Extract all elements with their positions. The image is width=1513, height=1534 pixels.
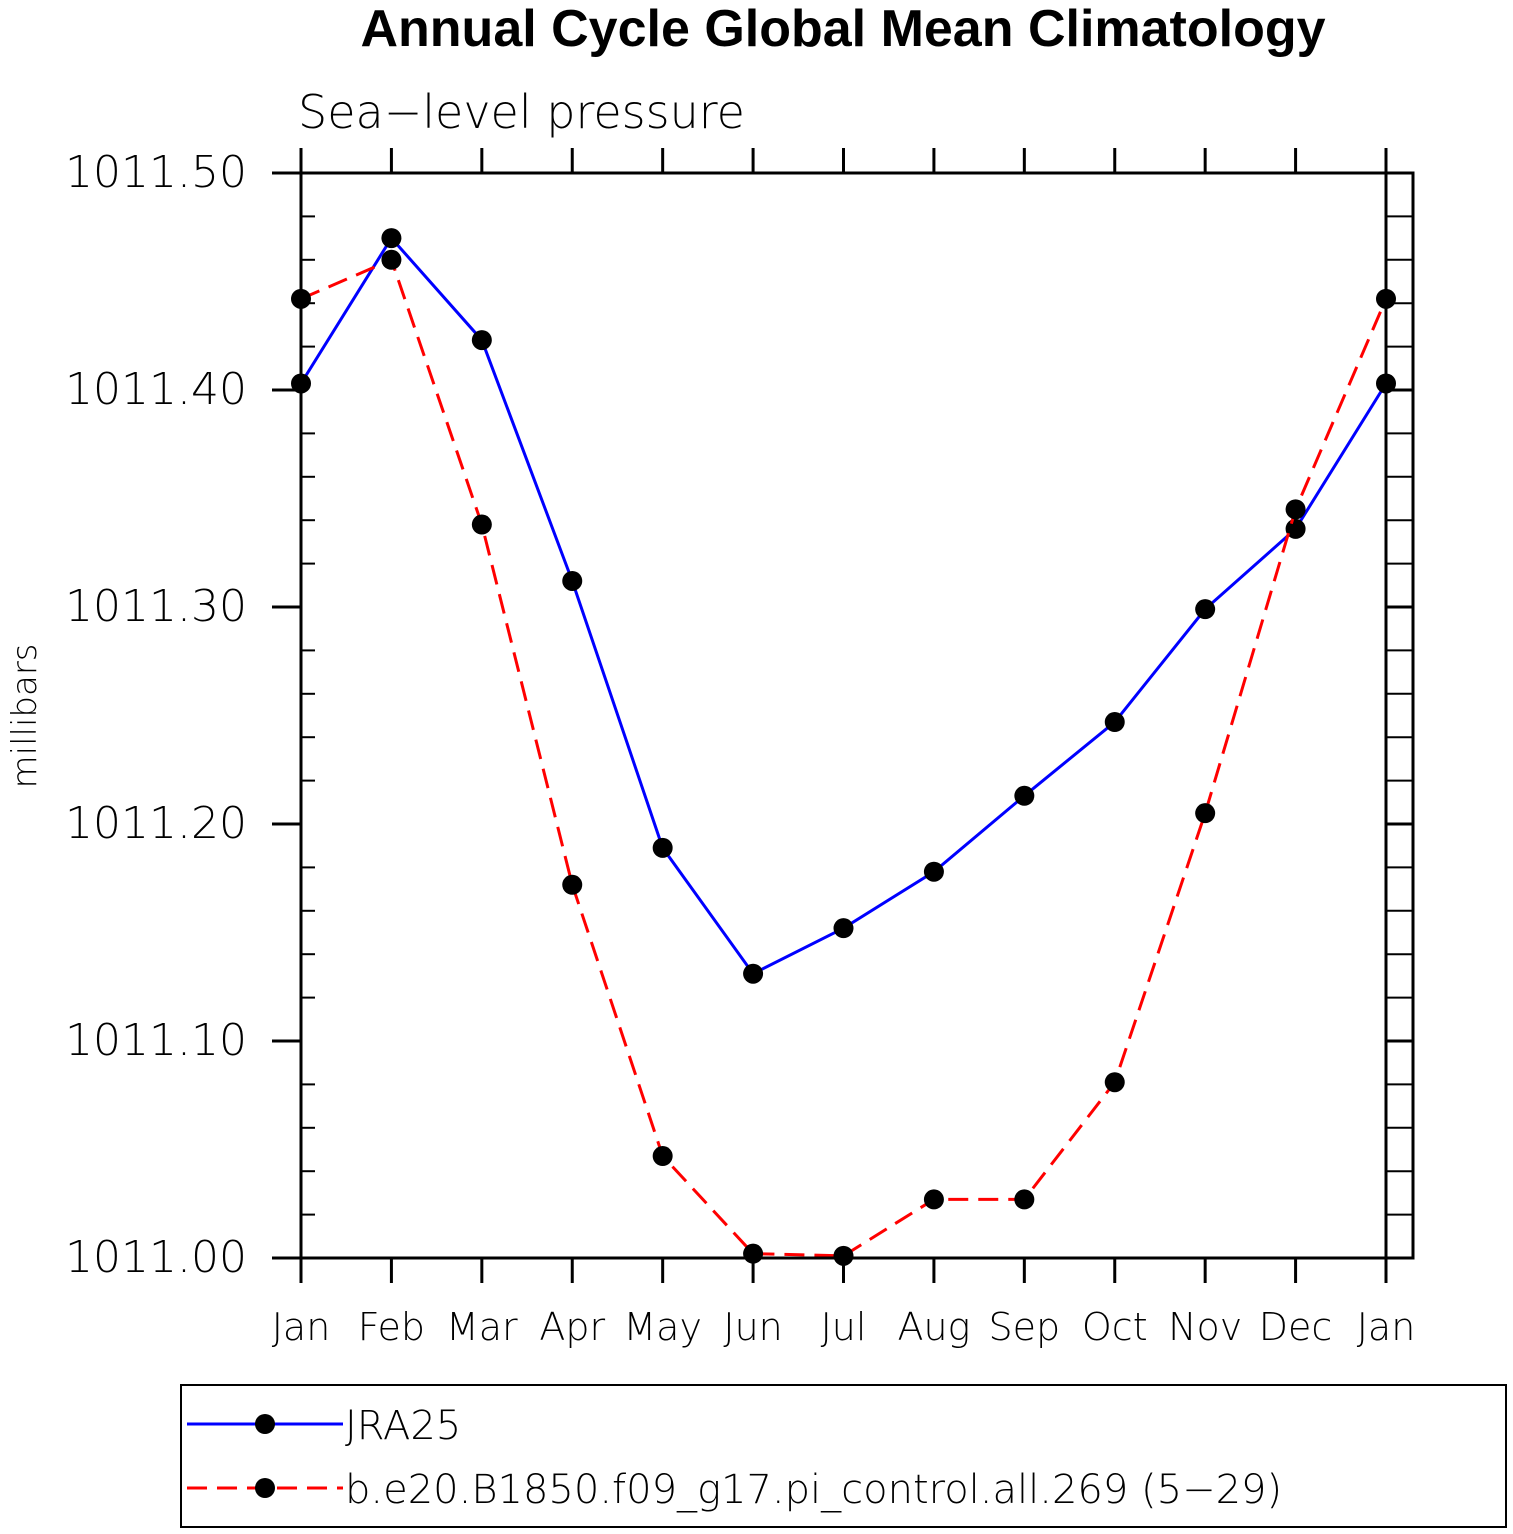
x-tick-label: Oct xyxy=(1082,1305,1148,1349)
series-line-1 xyxy=(300,257,1388,1258)
x-tick-label: Mar xyxy=(446,1305,518,1349)
series-1-point xyxy=(923,1189,944,1210)
series-0-point xyxy=(833,918,854,939)
series-0-point xyxy=(562,570,583,591)
series-0-point xyxy=(1014,785,1035,806)
x-tick-label: Jun xyxy=(723,1305,782,1349)
plot-series xyxy=(291,228,1396,1266)
series-1-point xyxy=(1195,803,1216,824)
x-tick-label: Sep xyxy=(989,1305,1061,1349)
series-1-point xyxy=(743,1243,764,1264)
series-0-point xyxy=(923,861,944,882)
series-0-point xyxy=(381,228,402,249)
x-tick-labels: Jan Feb Mar Apr May Jun Jul Aug Sep Oct Nov Dec Jan xyxy=(272,1305,1416,1349)
series-1-point xyxy=(1014,1189,1035,1210)
x-tick-label: Jan xyxy=(1357,1305,1416,1349)
x-tick-label: Jul xyxy=(821,1305,867,1349)
x-tick-label: Feb xyxy=(358,1305,425,1349)
legend: JRA25 b.e20.B1850.f09_g17.pi_control.all… xyxy=(180,1384,1507,1528)
series-1-point xyxy=(1376,288,1396,309)
x-tick-label: May xyxy=(623,1305,702,1349)
x-tick-label: Nov xyxy=(1168,1305,1242,1349)
series-0-point xyxy=(743,963,764,984)
series-1-point xyxy=(833,1245,854,1266)
series-1-point xyxy=(1104,1072,1125,1093)
series-1-point xyxy=(562,874,583,895)
x-tick-label: Aug xyxy=(897,1305,970,1349)
series-0-point xyxy=(471,330,492,351)
y-tick-label: 1011.20 xyxy=(65,798,247,849)
x-tick-label: Dec xyxy=(1259,1305,1333,1349)
legend-label-model: b.e20.B1850.f09_g17.pi_control.all.269 (… xyxy=(345,1467,1282,1513)
series-1-point xyxy=(1285,499,1306,520)
x-tick-label: Apr xyxy=(539,1305,605,1349)
legend-marker-model xyxy=(255,1478,275,1498)
y-tick-labels: 1011.00 1011.10 1011.20 1011.30 1011.40 1011.… xyxy=(65,147,247,1283)
y-tick-label: 1011.10 xyxy=(65,1015,247,1066)
plot-frame xyxy=(299,171,1415,1260)
y-axis-label: millibars xyxy=(5,643,45,788)
series-0-point xyxy=(652,837,673,858)
legend-box xyxy=(180,1384,1507,1528)
y-tick-label: 1011.00 xyxy=(65,1232,247,1283)
legend-marker-jra25 xyxy=(255,1414,275,1434)
y-tick-label: 1011.30 xyxy=(65,581,247,632)
series-0-point xyxy=(1104,712,1125,733)
y-tick-label: 1011.40 xyxy=(65,364,247,415)
chart-title: Annual Cycle Global Mean Climatology xyxy=(360,0,1325,58)
axis-ticks xyxy=(272,148,1413,1283)
x-tick-label: Jan xyxy=(272,1305,331,1349)
series-0-point xyxy=(1376,373,1396,394)
series-1-point xyxy=(471,514,492,535)
series-0-point xyxy=(1285,518,1306,539)
series-1-point xyxy=(652,1146,673,1167)
y-tick-label: 1011.50 xyxy=(65,147,247,198)
chart-subtitle: Sea−level pressure xyxy=(298,85,745,139)
series-line-0 xyxy=(299,235,1388,976)
series-0-point xyxy=(1195,599,1216,620)
series-1-point xyxy=(381,249,402,270)
legend-label-jra25: JRA25 xyxy=(345,1403,461,1449)
